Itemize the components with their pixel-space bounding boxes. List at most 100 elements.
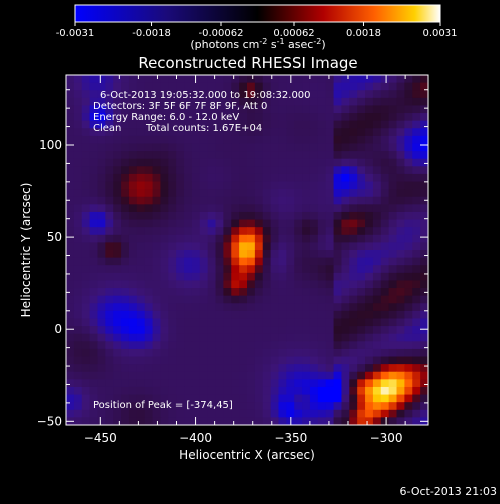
heatmap-cell <box>420 120 428 129</box>
heatmap-cell <box>128 158 138 167</box>
heatmap-cell <box>270 265 280 274</box>
heatmap-cell <box>136 348 146 358</box>
heatmap-cell <box>160 166 169 175</box>
heatmap-cell <box>278 394 287 403</box>
heatmap-cell <box>333 295 343 304</box>
heatmap-cell <box>105 303 114 312</box>
heatmap-cell <box>223 120 232 129</box>
heatmap-cell <box>286 386 295 396</box>
heatmap-cell <box>325 82 335 91</box>
heatmap-cell <box>184 379 193 388</box>
heatmap-cell <box>294 135 303 145</box>
heatmap-cell <box>89 280 99 289</box>
heatmap-cell <box>357 356 366 365</box>
heatmap-cell <box>294 173 303 183</box>
heatmap-cell <box>420 204 428 213</box>
heatmap-cell <box>365 120 374 129</box>
heatmap-cell <box>247 326 256 335</box>
heatmap-cell <box>325 227 335 236</box>
heatmap-cell <box>136 280 146 289</box>
heatmap-cell <box>113 135 122 145</box>
heatmap-cell <box>66 394 75 403</box>
heatmap-cell <box>97 128 106 137</box>
heatmap-cell <box>309 234 319 243</box>
heatmap-cell <box>396 371 405 380</box>
heatmap-cell <box>89 158 99 167</box>
heatmap-cell <box>404 158 413 167</box>
heatmap-cell <box>184 326 193 335</box>
heatmap-cell <box>66 356 75 365</box>
heatmap-cell <box>121 280 130 289</box>
heatmap-cell <box>302 280 311 289</box>
heatmap-cell <box>152 143 162 152</box>
heatmap-cell <box>341 318 350 327</box>
heatmap-cell <box>294 348 303 358</box>
heatmap-cell <box>372 318 382 327</box>
heatmap-cell <box>380 128 390 137</box>
heatmap-cell <box>184 318 193 327</box>
heatmap-cell <box>176 158 185 167</box>
heatmap-cell <box>396 356 405 365</box>
heatmap-cell <box>136 386 146 396</box>
heatmap-cell <box>176 326 185 335</box>
heatmap-cell <box>144 333 154 342</box>
heatmap-cell <box>333 364 343 373</box>
heatmap-cell <box>176 128 185 137</box>
heatmap-cell <box>380 189 390 198</box>
heatmap-cell <box>404 113 413 122</box>
heatmap-cell <box>317 280 327 289</box>
heatmap-cell <box>396 272 405 282</box>
heatmap-cell <box>278 310 287 320</box>
heatmap-cell <box>66 166 75 175</box>
heatmap-cell <box>270 402 280 411</box>
heatmap-cell <box>380 257 390 266</box>
heatmap-cell <box>278 219 287 228</box>
heatmap-cell <box>372 402 382 411</box>
heatmap-cell <box>168 143 177 152</box>
heatmap-cell <box>73 379 83 388</box>
heatmap-cell <box>286 265 295 274</box>
heatmap-cell <box>412 288 421 297</box>
heatmap-cell <box>262 128 272 137</box>
heatmap-cell <box>357 341 366 350</box>
heatmap-cell <box>231 265 240 274</box>
heatmap-cell <box>231 250 240 259</box>
heatmap-cell <box>168 379 177 388</box>
heatmap-cell <box>144 143 154 152</box>
heatmap-cell <box>191 371 201 380</box>
heatmap-cell <box>191 333 201 342</box>
heatmap-cell <box>309 417 319 425</box>
heatmap-cell <box>121 371 130 380</box>
heatmap-cell <box>144 97 154 107</box>
heatmap-cell <box>191 250 201 259</box>
heatmap-cell <box>176 288 185 297</box>
heatmap-cell <box>73 250 83 259</box>
heatmap-cell <box>191 295 201 304</box>
heatmap-cell <box>254 402 264 411</box>
heatmap-cell <box>73 75 83 84</box>
heatmap-cell <box>247 250 256 259</box>
heatmap-cell <box>81 166 91 175</box>
heatmap-cell <box>97 356 106 365</box>
heatmap-cell <box>223 75 232 84</box>
heatmap-cell <box>262 303 272 312</box>
heatmap-cell <box>223 173 232 183</box>
heatmap-cell <box>152 371 162 380</box>
heatmap-cell <box>380 82 390 91</box>
heatmap-cell <box>168 333 177 342</box>
heatmap-cell <box>247 310 256 320</box>
heatmap-cell <box>184 173 193 183</box>
heatmap-cell <box>341 113 350 122</box>
heatmap-cell <box>199 196 209 205</box>
colorbar-tick-label: -0.0031 <box>56 28 95 39</box>
heatmap-cell <box>168 364 177 373</box>
heatmap-cell <box>309 364 319 373</box>
heatmap-cell <box>144 417 154 425</box>
heatmap-cell <box>152 113 162 122</box>
heatmap-cell <box>286 181 295 190</box>
heatmap-cell <box>317 310 327 320</box>
heatmap-cell <box>388 90 398 99</box>
heatmap-cell <box>113 234 122 243</box>
heatmap-cell <box>113 75 122 84</box>
heatmap-cell <box>144 318 154 327</box>
